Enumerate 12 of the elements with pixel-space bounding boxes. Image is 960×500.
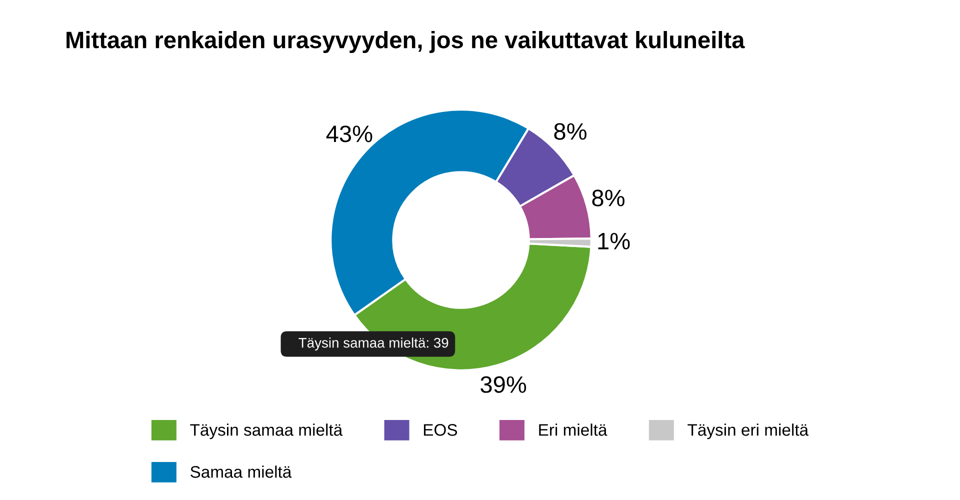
- data-label: 39%: [480, 376, 526, 393]
- data-label: 1%: [598, 232, 630, 250]
- text: Täysin samaa mieltä: 39: [298, 338, 448, 350]
- legend-label: Täysin samaa mieltä: [190, 424, 343, 440]
- data-label: 8%: [592, 190, 624, 206]
- legend-label: Samaa mieltä: [190, 466, 292, 478]
- data-label: 8%: [554, 123, 586, 140]
- legend-label: Eri mieltä: [539, 424, 608, 436]
- legend-label: Täysin eri mieltä: [688, 424, 809, 440]
- data-label: 43%: [326, 126, 372, 142]
- chart-title: Mittaan renkaiden urasyvyyden, jos ne vaikuttavat kuluneilta: [66, 30, 745, 54]
- legend-label: EOS: [424, 424, 458, 436]
